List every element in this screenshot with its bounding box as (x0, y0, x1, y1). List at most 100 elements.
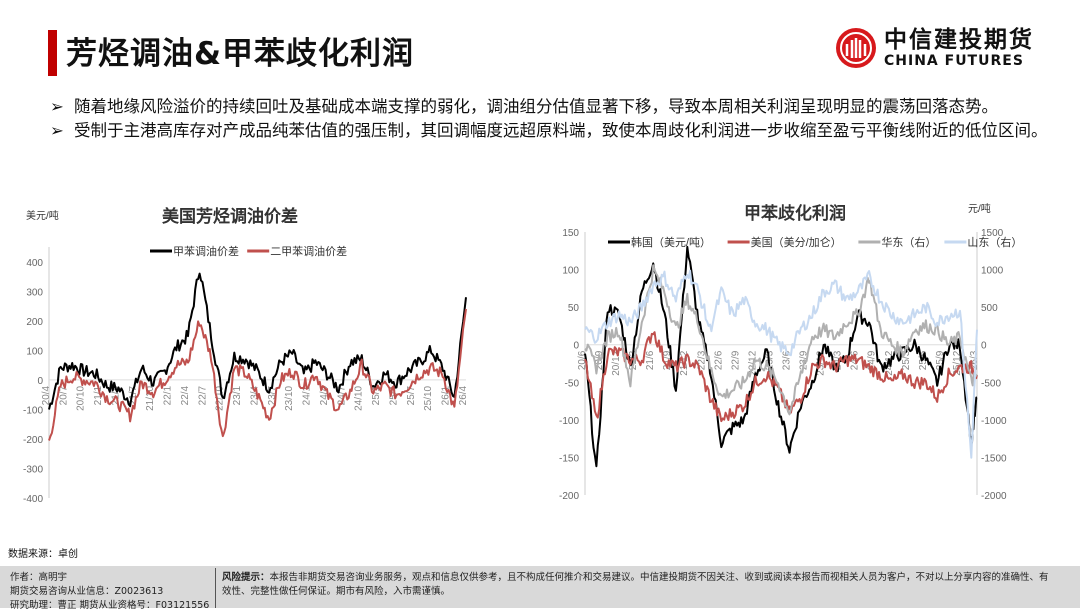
y-tick-label: -50 (565, 378, 580, 389)
title-accent-bar (48, 30, 57, 76)
y-tick-label-right: -1000 (981, 416, 1007, 427)
chart-toluene-disproportionation-profit: 甲苯歧化利润-200-150-100-50050100150-2000-1500… (559, 202, 1022, 502)
x-tick-label: 20/12 (611, 350, 622, 375)
x-tick-label: 23/7 (267, 385, 278, 405)
y-tick-label: -400 (23, 494, 43, 505)
x-tick-label: 25/12 (952, 350, 963, 375)
series-line-2 (584, 264, 978, 416)
assistant: 研究助理：曹正 期货从业资格号：F03121556 (10, 600, 210, 611)
y-tick-label: -100 (23, 405, 43, 416)
risk-text: 本报告非期货交易咨询业务服务，观点和信息仅供参考，且不构成任何推介和交易建议。中… (222, 572, 1049, 597)
x-tick-label: 22/9 (730, 350, 741, 370)
bullet-text: 受制于主港高库存对产成品纯苯估值的强压制，其回调幅度远超原料端，致使本周歧化利润… (74, 121, 1048, 140)
x-tick-label: 24/9 (867, 350, 878, 370)
y-tick-label-right: -1500 (981, 453, 1007, 464)
x-tick-label: 26/3 (969, 350, 980, 370)
legend-label: 甲苯调油价差 (173, 244, 239, 258)
chart-title: 美国芳烃调油价差 (162, 206, 298, 226)
logo-cn: 中信建投期货 (884, 27, 1034, 53)
x-tick-label: 23/4 (250, 385, 261, 405)
y-tick-label: 200 (26, 317, 43, 328)
series-line-0 (48, 272, 467, 410)
legend-label: 韩国（美元/吨） (631, 235, 711, 249)
y-tick-label: 150 (562, 228, 579, 239)
x-tick-label: 22/3 (696, 350, 707, 370)
y-tick-label: -200 (23, 435, 43, 446)
data-source: 数据来源：卓创 (8, 549, 78, 560)
logo: 中信建投期货 CHINA FUTURES (834, 26, 1034, 70)
y-tick-label-right: -500 (981, 378, 1001, 389)
x-tick-label: 23/3 (764, 350, 775, 370)
y-unit-label: 美元/吨 (26, 209, 59, 222)
y-tick-label-right: 1500 (981, 228, 1004, 239)
chart-title: 甲苯歧化利润 (744, 203, 846, 223)
x-tick-label: 22/1 (163, 385, 174, 405)
x-tick-label: 24/10 (354, 385, 365, 410)
page-title: 芳烃调油&甲苯歧化利润 (66, 36, 415, 72)
bullet-arrow-icon: ➢ (50, 121, 64, 140)
legend-label: 二甲苯调油价差 (270, 244, 347, 258)
x-tick-label: 23/1 (232, 385, 243, 405)
bullet-item: ➢ 随着地缘风险溢价的持续回吐及基础成本端支撑的弱化，调油组分估值显著下移，导致本… (50, 95, 1060, 119)
y-tick-label: 50 (568, 303, 580, 314)
y-tick-label: 400 (26, 258, 43, 269)
x-tick-label: 20/4 (41, 385, 52, 405)
series-line-0 (584, 245, 978, 468)
bullet-arrow-icon: ➢ (50, 97, 64, 116)
y-tick-label: 0 (573, 341, 579, 352)
x-tick-label: 24/7 (336, 385, 347, 405)
y-tick-label: 100 (26, 346, 43, 357)
bullet-text: 随着地缘风险溢价的持续回吐及基础成本端支撑的弱化，调油组分估值显著下移，导致本周… (74, 97, 998, 116)
x-tick-label: 23/12 (816, 350, 827, 375)
x-tick-label: 21/1 (93, 385, 104, 405)
x-tick-label: 25/9 (935, 350, 946, 370)
y-tick-label: -100 (559, 416, 579, 427)
x-tick-label: 24/1 (302, 385, 313, 405)
y-tick-label-right: 1000 (981, 266, 1004, 277)
y-unit-label-right: 元/吨 (968, 202, 991, 215)
x-tick-label: 23/9 (799, 350, 810, 370)
x-tick-label: 25/6 (918, 350, 929, 370)
x-tick-label: 25/1 (371, 385, 382, 405)
x-tick-label: 26/1 (441, 385, 452, 405)
license: 期货交易咨询从业信息：Z0023613 (10, 586, 164, 597)
x-tick-label: 24/4 (319, 385, 330, 405)
author: 作者：高明宇 (10, 572, 68, 583)
footer-divider (215, 568, 216, 608)
x-tick-label: 23/6 (782, 350, 793, 370)
x-tick-label: 20/6 (577, 350, 588, 370)
x-tick-label: 20/7 (58, 385, 69, 405)
y-tick-label-right: 500 (981, 303, 998, 314)
chart-us-blending-spread: 美国芳烃调油价差 -400 -300 -200 -100 0 100 200 300 400 20/… (23, 206, 469, 505)
bullet-item: ➢ 受制于主港高库存对产成品纯苯估值的强压制，其回调幅度远超原料端，致使本周歧化利… (50, 119, 1060, 143)
x-tick-label: 23/10 (284, 385, 295, 410)
x-tick-label: 21/6 (645, 350, 656, 370)
footer: 作者：高明宇 期货交易咨询从业信息：Z0023613 研究助理：曹正 期货从业资… (0, 566, 1080, 611)
y-tick-label: -200 (559, 491, 579, 502)
y-tick-label: -150 (559, 453, 579, 464)
y-tick-label: -300 (23, 464, 43, 475)
legend-label: 山东（右） (967, 235, 1022, 249)
series-line-3 (584, 269, 978, 459)
y-tick-label: 100 (562, 266, 579, 277)
legend-label: 华东（右） (881, 235, 936, 249)
y-tick-label: 0 (37, 376, 43, 387)
bullet-list: ➢ 随着地缘风险溢价的持续回吐及基础成本端支撑的弱化，调油组分估值显著下移，导致本… (50, 95, 1060, 143)
risk-notice: 风险提示：本报告非期货交易咨询业务服务，观点和信息仅供参考，且不构成任何推介和交… (222, 571, 1052, 599)
x-tick-label: 25/10 (423, 385, 434, 410)
x-tick-label: 25/3 (901, 350, 912, 370)
x-tick-label: 20/10 (76, 385, 87, 410)
x-tick-label: 22/7 (197, 385, 208, 405)
x-tick-label: 21/7 (128, 385, 139, 405)
risk-label: 风险提示： (222, 572, 270, 583)
series-line-1 (48, 308, 467, 441)
x-tick-label: 22/10 (215, 385, 226, 410)
x-tick-label: 20/9 (594, 350, 605, 370)
y-tick-label-right: -2000 (981, 491, 1007, 502)
citic-logo-icon (836, 28, 876, 68)
x-tick-label: 21/10 (145, 385, 156, 410)
logo-en: CHINA FUTURES (884, 53, 1024, 69)
x-tick-label: 25/7 (406, 385, 417, 405)
x-tick-label: 21/9 (662, 350, 673, 370)
y-tick-label-right: 0 (981, 341, 987, 352)
